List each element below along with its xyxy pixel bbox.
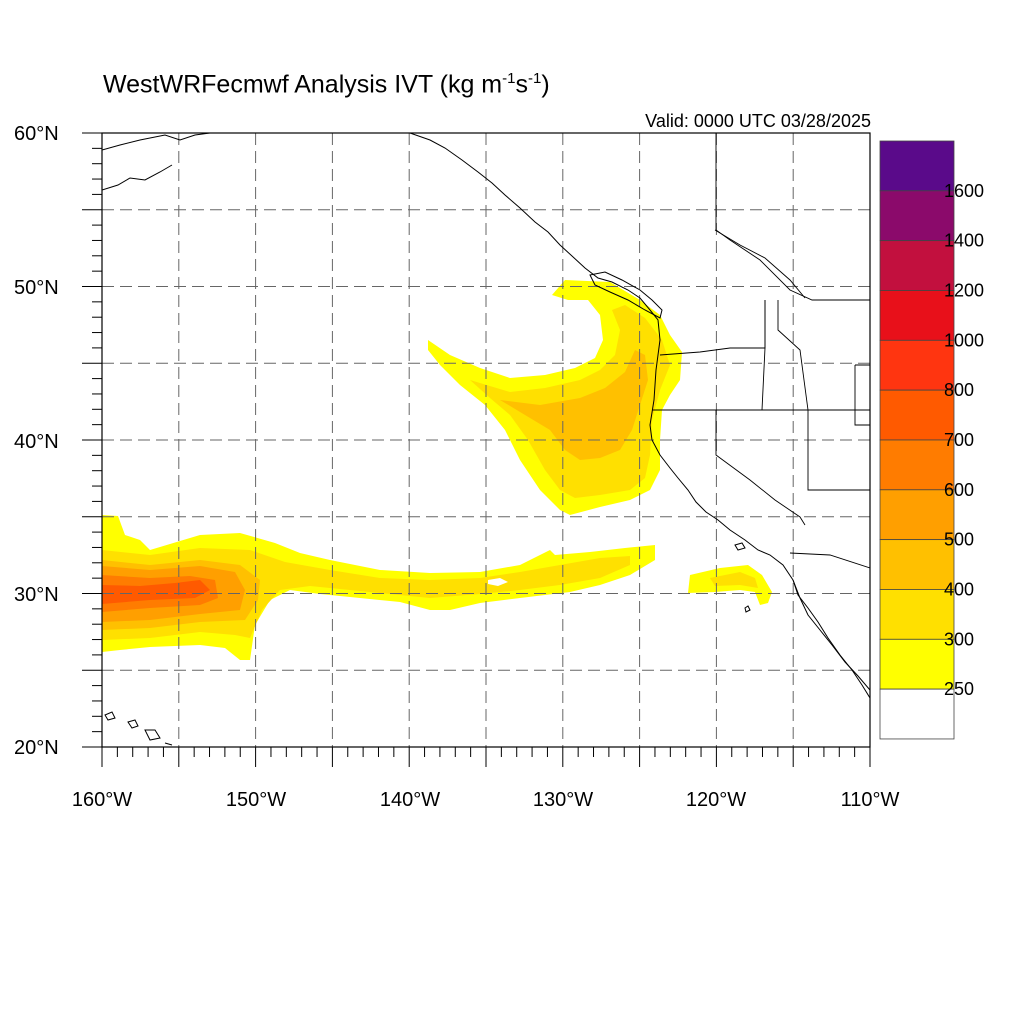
axis-ticks (82, 132, 871, 767)
lon-label-110w: 110°W (841, 789, 900, 811)
colorbar-swatch (879, 389, 955, 441)
coast-alaska-west (102, 133, 211, 191)
colorbar-label: 1200 (944, 280, 984, 300)
lon-labels: 160°W 150°W 140°W 130°W 120°W 110°W (72, 789, 900, 811)
lat-label-30: 30°N (14, 584, 59, 606)
colorbar-swatch (879, 339, 955, 391)
colorbar-labels: 1600 1400 1200 1000 800 700 600 500 400 300 250 (944, 181, 984, 699)
valid-time: Valid: 0000 UTC 03/28/2025 (645, 111, 871, 131)
border-idaho (761, 300, 809, 411)
title-mid: s (515, 70, 528, 99)
lon-label-130w: 130°W (533, 789, 593, 811)
map-title: WestWRFecmwf Analysis IVT (kg m-1s-1) (103, 70, 550, 99)
title-end: ) (541, 70, 550, 99)
colorbar-swatch (879, 240, 955, 291)
border-nv-az (807, 410, 870, 491)
title-sup1: -1 (502, 70, 516, 87)
colorbar-label: 500 (944, 530, 974, 550)
graticule (102, 133, 870, 747)
colorbar-label: 1000 (944, 330, 984, 350)
colorbar-swatch (879, 539, 955, 590)
coast-pacific-northwest (409, 133, 870, 691)
hawaii-islands (104, 711, 173, 746)
colorbar-swatch (879, 638, 955, 690)
colorbar-label: 400 (944, 579, 974, 599)
colorbar-label: 600 (944, 480, 974, 500)
ivt-north-gap (488, 578, 508, 586)
ivt-blob-east-300 (710, 572, 758, 588)
lat-label-60: 60°N (14, 123, 59, 145)
colorbar-label: 800 (944, 380, 974, 400)
colorbar-swatch (879, 290, 955, 341)
colorbar-swatch (879, 439, 955, 491)
title-main: WestWRFecmwf Analysis IVT (kg m (103, 70, 503, 99)
lon-label-150w: 150°W (226, 789, 286, 811)
ivt-north-400 (500, 350, 648, 460)
ivt-band-south-700 (102, 580, 210, 604)
channel-islands (734, 542, 751, 613)
coast-baja (792, 579, 870, 699)
colorbar-label: 1400 (944, 231, 984, 251)
colorbar-swatch (879, 589, 955, 640)
vancouver-island (589, 271, 663, 319)
colorbar-label: 700 (944, 430, 974, 450)
colorbar-swatch (879, 190, 955, 242)
title-sup2: -1 (527, 70, 542, 87)
border-montana (854, 364, 870, 426)
political-borders (652, 133, 870, 569)
coastlines (102, 133, 870, 746)
border-canada-us (715, 133, 870, 301)
lon-label-160w: 160°W (72, 789, 132, 811)
border-ca-nv (715, 410, 806, 526)
lat-label-50: 50°N (14, 277, 59, 299)
colorbar-swatch (879, 688, 955, 740)
lat-label-20: 20°N (14, 737, 59, 759)
colorbar-swatch (879, 489, 955, 541)
colorbar-label: 250 (944, 679, 974, 699)
lon-label-120w: 120°W (686, 789, 746, 811)
coast-bc-mainland (714, 229, 806, 299)
border-us-mexico (789, 552, 870, 569)
lon-label-140w: 140°W (380, 789, 440, 811)
colorbar-label: 1600 (944, 181, 984, 201)
lat-label-40: 40°N (14, 431, 59, 453)
colorbar-label: 300 (944, 629, 974, 649)
colorbar (879, 140, 955, 740)
lat-labels: 60°N 50°N 40°N 30°N 20°N (14, 123, 59, 759)
ivt-fields (102, 280, 772, 660)
colorbar-swatch (879, 140, 955, 192)
